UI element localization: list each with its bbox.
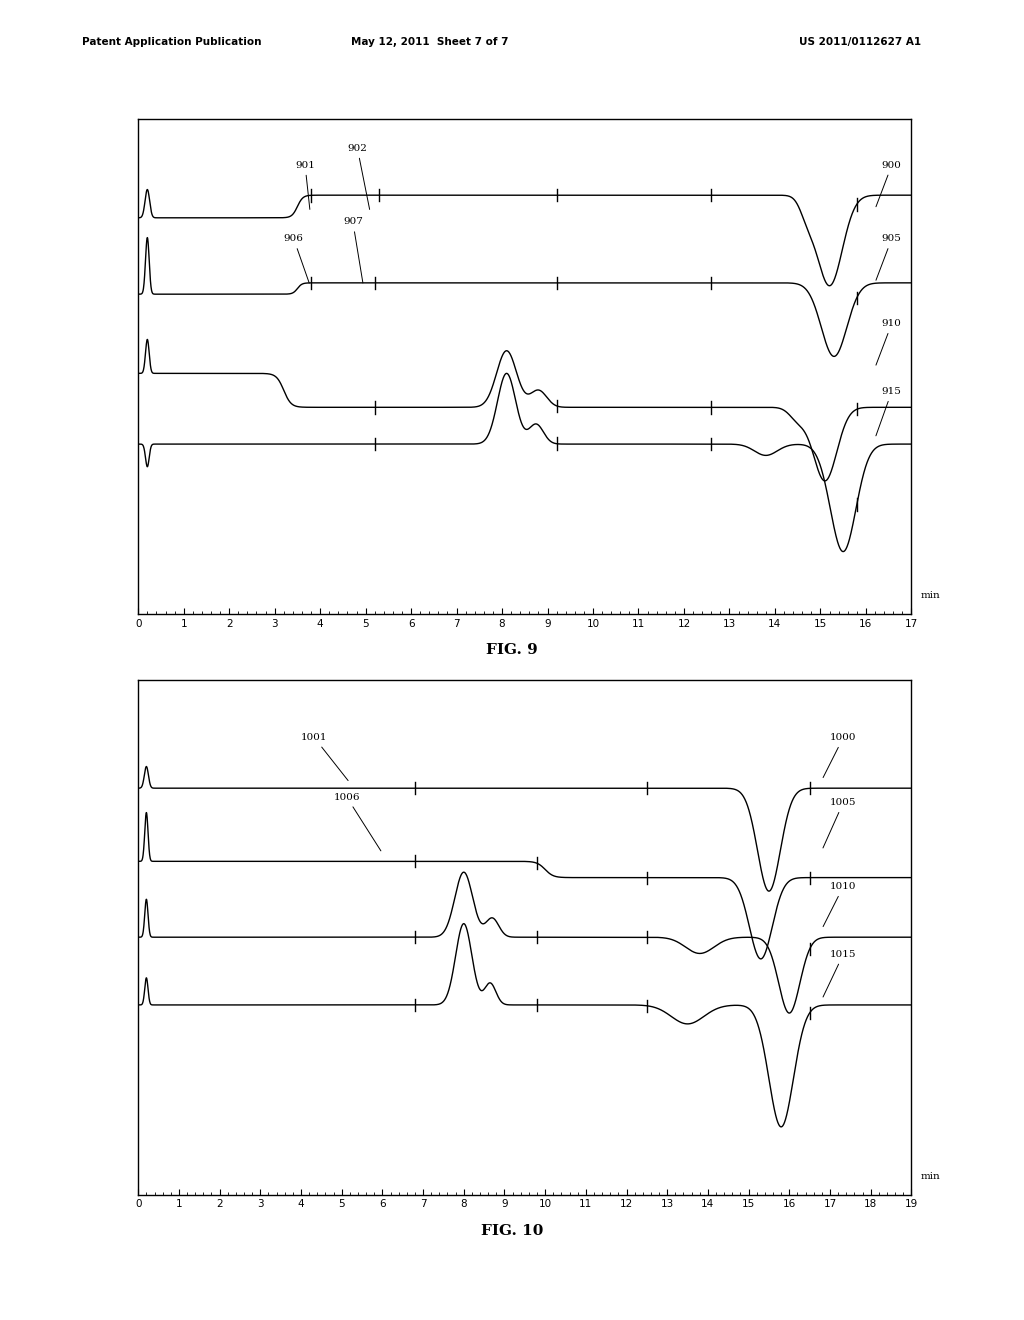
Text: US 2011/0112627 A1: US 2011/0112627 A1 bbox=[799, 37, 921, 48]
Text: May 12, 2011  Sheet 7 of 7: May 12, 2011 Sheet 7 of 7 bbox=[351, 37, 509, 48]
Text: min: min bbox=[921, 1172, 940, 1181]
Text: FIG. 9: FIG. 9 bbox=[486, 643, 538, 657]
Text: 1010: 1010 bbox=[823, 882, 856, 927]
Text: 910: 910 bbox=[876, 319, 902, 366]
Text: 901: 901 bbox=[295, 161, 315, 210]
Text: 1015: 1015 bbox=[823, 950, 856, 997]
Text: 915: 915 bbox=[876, 387, 902, 436]
Text: 1005: 1005 bbox=[823, 799, 856, 847]
Text: 900: 900 bbox=[876, 161, 902, 207]
Text: 905: 905 bbox=[876, 234, 902, 280]
Text: 1000: 1000 bbox=[823, 733, 856, 777]
Text: 906: 906 bbox=[284, 234, 309, 282]
Text: 907: 907 bbox=[343, 218, 362, 282]
Text: Patent Application Publication: Patent Application Publication bbox=[82, 37, 261, 48]
Text: 902: 902 bbox=[347, 144, 370, 210]
Text: 1001: 1001 bbox=[301, 733, 348, 780]
Text: 1006: 1006 bbox=[334, 793, 381, 851]
Text: min: min bbox=[921, 590, 940, 599]
Text: FIG. 10: FIG. 10 bbox=[481, 1224, 543, 1238]
